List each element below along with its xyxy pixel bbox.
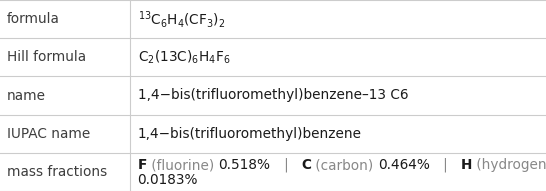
Text: mass fractions: mass fractions	[7, 165, 108, 179]
Text: (fluorine): (fluorine)	[147, 158, 218, 172]
Text: F: F	[138, 158, 147, 172]
Text: |: |	[430, 158, 461, 172]
Text: IUPAC name: IUPAC name	[7, 127, 90, 141]
Text: 0.464%: 0.464%	[378, 158, 430, 172]
Text: 0.518%: 0.518%	[218, 158, 271, 172]
Text: Hill formula: Hill formula	[7, 50, 86, 64]
Text: 1,4−bis(trifluoromethyl)benzene: 1,4−bis(trifluoromethyl)benzene	[138, 127, 361, 141]
Text: 1,4−bis(trifluoromethyl)benzene–13 C6: 1,4−bis(trifluoromethyl)benzene–13 C6	[138, 88, 408, 103]
Text: C$_2$(13C)$_6$H$_4$F$_6$: C$_2$(13C)$_6$H$_4$F$_6$	[138, 49, 230, 66]
Text: C: C	[301, 158, 311, 172]
Text: H: H	[461, 158, 472, 172]
Text: |: |	[271, 158, 301, 172]
Text: (hydrogen): (hydrogen)	[472, 158, 546, 172]
Text: $^{13}$C$_6$H$_4$(CF$_3$)$_2$: $^{13}$C$_6$H$_4$(CF$_3$)$_2$	[138, 9, 225, 30]
Text: 0.0183%: 0.0183%	[138, 173, 198, 187]
Text: (carbon): (carbon)	[311, 158, 378, 172]
Text: name: name	[7, 88, 46, 103]
Text: formula: formula	[7, 12, 60, 26]
